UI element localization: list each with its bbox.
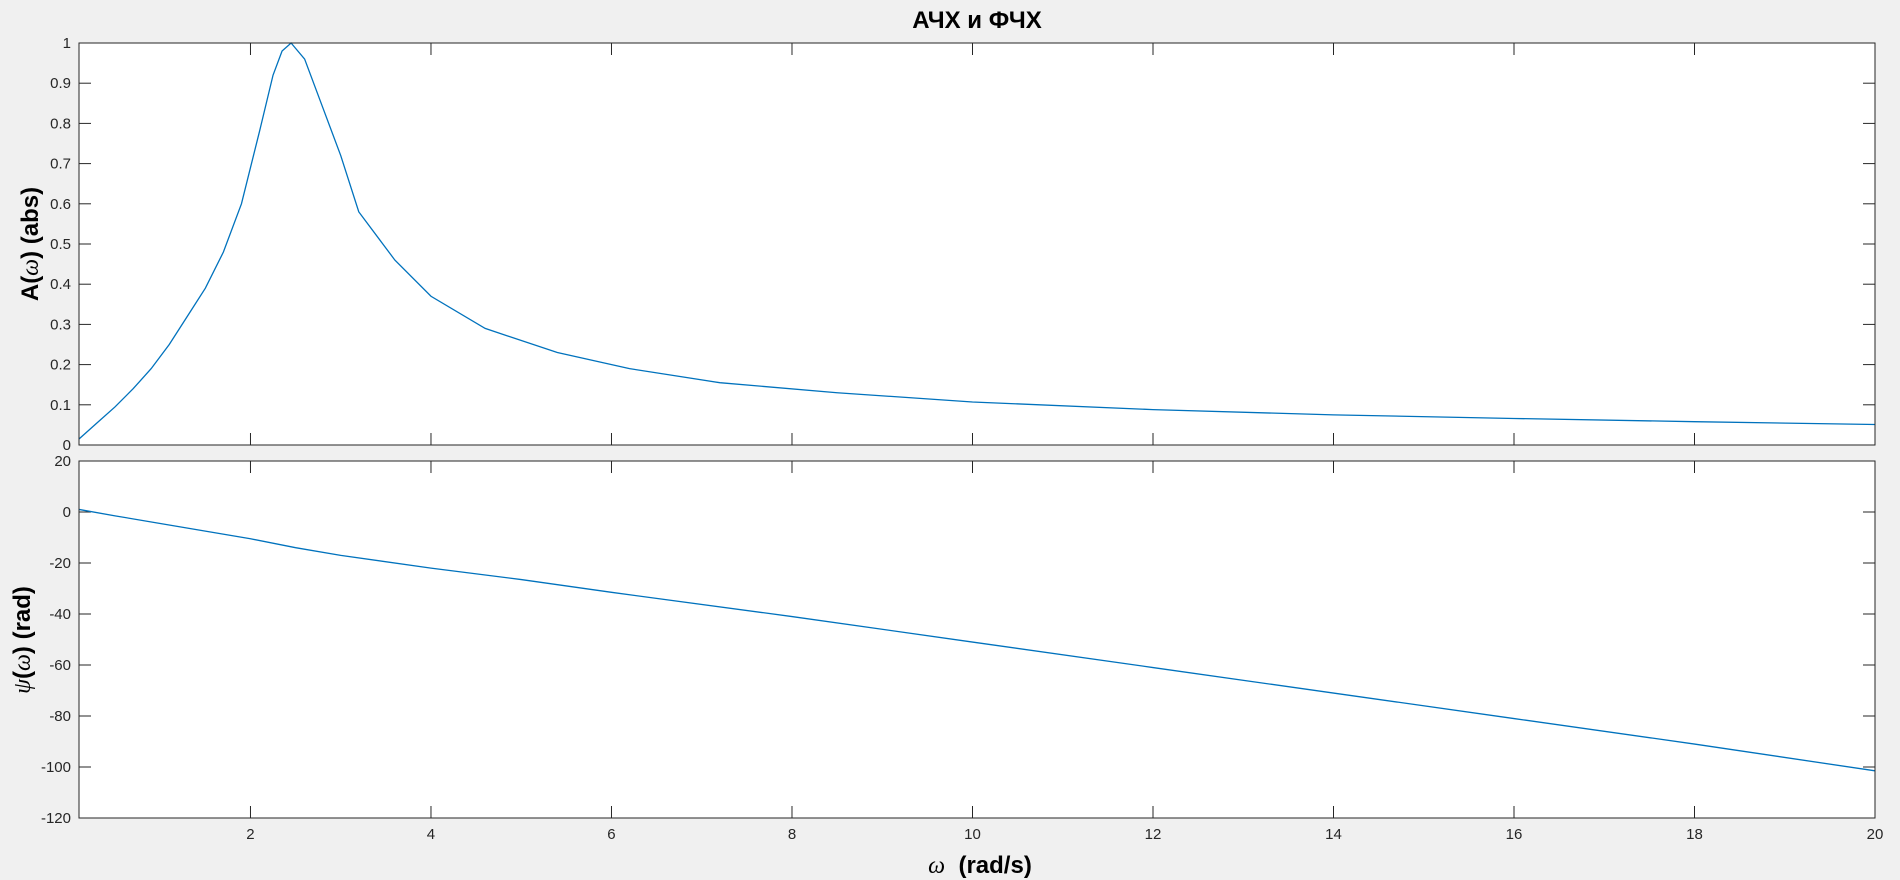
phase-xtick-label: 16 [1506, 826, 1523, 843]
phase-ytick-label: -20 [49, 555, 71, 572]
phase-xtick-label: 10 [964, 826, 981, 843]
amplitude-ytick-label: 0.8 [50, 115, 71, 132]
amplitude-ytick-label: 1 [63, 35, 71, 52]
phase-xtick-label: 20 [1867, 826, 1884, 843]
phase-ytick-label: 0 [63, 504, 71, 521]
phase-tick-labels: 2 4 6 8 10 12 14 16 18 20 -120 -100 -80 -60 -40 -20 0 20 [41, 453, 1883, 843]
phase-axes: 2 4 6 8 10 12 14 16 18 20-120-100-80-60-40-20020 … [9, 453, 1883, 879]
phase-ytick-label: -80 [49, 708, 71, 725]
phase-ylabel-mid: ( [9, 671, 36, 679]
phase-xtick-label: 12 [1145, 826, 1162, 843]
phase-axes-box [78, 460, 1876, 819]
amplitude-series-line [78, 42, 1876, 440]
amplitude-ytick-label: 0.7 [50, 156, 71, 173]
figure-title: АЧХ и ФЧХ [912, 7, 1042, 34]
phase-ylabel-symbol2: ω [10, 654, 36, 671]
phase-xtick-label: 4 [427, 826, 435, 843]
amplitude-ytick-label: 0.5 [50, 236, 71, 253]
phase-xtick-label: 18 [1686, 826, 1703, 843]
phase-xtick-label: 6 [607, 826, 615, 843]
phase-xlabel-symbol: ω [928, 853, 945, 879]
amplitude-ylabel-prefix: A( [17, 276, 44, 301]
phase-series-line [78, 508, 1876, 772]
phase-ytick-label: -60 [49, 657, 71, 674]
amplitude-ytick-label: 0.1 [50, 397, 71, 414]
phase-ytick-label: 20 [54, 453, 71, 470]
phase-ylabel-suffix: ) (rad) [9, 586, 36, 654]
amplitude-ylabel-suffix: ) (abs) [17, 187, 44, 259]
amplitude-tick-labels: 0 0.1 0.2 0.3 0.4 0.5 0.6 0.7 0.8 0.9 1 [50, 35, 71, 454]
amplitude-ytick-label: 0.6 [50, 196, 71, 213]
phase-ytick-label: -120 [41, 810, 71, 827]
phase-ylabel-symbol: ψ [10, 678, 36, 694]
amplitude-ytick-label: 0.2 [50, 357, 71, 374]
phase-xtick-label: 8 [788, 826, 796, 843]
phase-xlabel-suffix: (rad/s) [945, 852, 1032, 879]
phase-xlabel: ω (rad/s) [928, 852, 1032, 879]
amplitude-axes: 0 0.1 0.2 0.3 0.4 0.5 0.6 0.7 0.8 0.9 1 A(ω) (abs) [17, 35, 1876, 454]
phase-ylabel: ψ(ω) (rad) [9, 586, 36, 694]
phase-ytick-label: -100 [41, 759, 71, 776]
amplitude-ylabel-symbol: ω [18, 259, 44, 276]
amplitude-plot-area [79, 43, 1875, 445]
phase-xtick-label: 2 [246, 826, 254, 843]
phase-plot-area [79, 461, 1875, 818]
phase-ytick-label: -40 [49, 606, 71, 623]
amplitude-axes-box [78, 42, 1876, 446]
amplitude-ytick-label: 0.3 [50, 316, 71, 333]
amplitude-ytick-label: 0.4 [50, 276, 71, 293]
amplitude-ytick-label: 0 [63, 437, 71, 454]
phase-xtick-label: 14 [1325, 826, 1342, 843]
amplitude-ytick-label: 0.9 [50, 75, 71, 92]
amplitude-ylabel: A(ω) (abs) [17, 187, 44, 301]
